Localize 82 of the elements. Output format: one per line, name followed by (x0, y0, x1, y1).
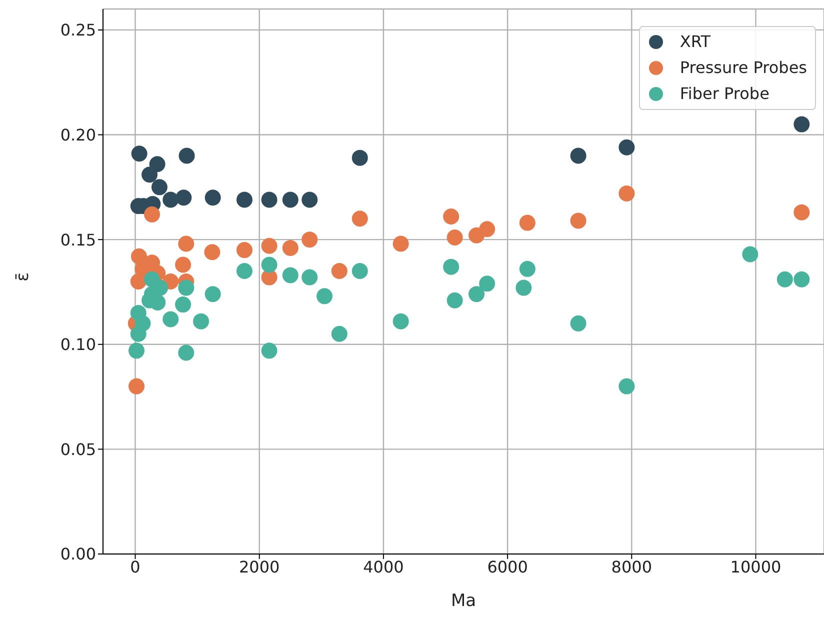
point (570, 212, 586, 229)
point (149, 156, 166, 172)
point (178, 236, 194, 252)
x-tick-label: 0 (130, 557, 140, 576)
point (316, 288, 333, 304)
point (130, 326, 146, 342)
point (302, 232, 318, 248)
point (178, 148, 195, 164)
point (519, 214, 536, 231)
point (352, 263, 368, 280)
point (570, 315, 586, 332)
point (175, 256, 192, 273)
point (479, 221, 496, 238)
point (794, 271, 810, 288)
point (204, 286, 221, 302)
point (261, 342, 278, 359)
point (776, 271, 793, 288)
point (742, 246, 758, 262)
point (131, 146, 148, 162)
point (204, 244, 220, 260)
point (618, 139, 635, 156)
point (150, 294, 166, 310)
point (302, 269, 318, 286)
point (443, 258, 460, 275)
y-axis-title: ε̄ (13, 272, 34, 282)
point (446, 229, 463, 246)
point (794, 204, 810, 220)
point (302, 192, 318, 208)
point (236, 242, 252, 258)
y-tick-label: 0.05 (60, 440, 96, 459)
point (204, 190, 221, 206)
point (193, 313, 210, 330)
point (142, 166, 158, 183)
point (178, 344, 194, 361)
point (261, 238, 278, 254)
point (519, 260, 536, 277)
legend-label: Fiber Probe (680, 83, 770, 105)
point (236, 263, 252, 280)
point (618, 378, 635, 394)
x-tick-label: 8000 (611, 557, 652, 576)
y-tick-label: 0.10 (60, 335, 96, 354)
point (468, 286, 485, 302)
point (282, 240, 298, 256)
point (178, 280, 194, 296)
point (443, 208, 460, 225)
y-tick-label: 0.00 (60, 544, 96, 564)
point (176, 190, 192, 206)
x-tick-label: 4000 (363, 557, 404, 576)
x-tick-label: 2000 (239, 557, 280, 576)
point (162, 311, 179, 328)
x-axis-title: Ma (450, 591, 476, 611)
point (175, 296, 192, 313)
point (331, 326, 348, 342)
legend-label: Pressure Probes (680, 57, 807, 79)
point (392, 313, 409, 330)
point (282, 267, 298, 284)
y-tick-label: 0.25 (60, 20, 96, 40)
point (236, 192, 252, 208)
x-tick-label: 10000 (730, 557, 782, 576)
legend-label: XRT (680, 31, 711, 53)
point (446, 292, 463, 308)
y-tick-label: 0.15 (60, 230, 96, 250)
point (352, 210, 368, 227)
point (479, 276, 496, 292)
point (261, 192, 278, 208)
point (352, 150, 368, 166)
point (618, 185, 635, 202)
point (331, 263, 348, 280)
point (151, 179, 168, 196)
point (162, 192, 179, 208)
point (570, 148, 586, 164)
point (282, 192, 298, 208)
point (128, 342, 145, 359)
point (261, 256, 278, 273)
point (130, 274, 146, 290)
point (128, 378, 145, 394)
point (144, 206, 160, 222)
y-tick-label: 0.20 (60, 125, 96, 144)
x-tick-label: 6000 (487, 557, 528, 576)
point (794, 116, 810, 132)
point (516, 280, 532, 296)
point (392, 236, 409, 252)
